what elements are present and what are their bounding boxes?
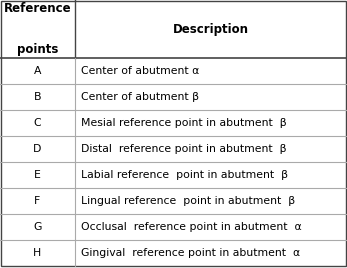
Text: Occlusal  reference point in abutment  α: Occlusal reference point in abutment α bbox=[81, 222, 301, 232]
Text: C: C bbox=[34, 118, 41, 128]
Text: A: A bbox=[34, 66, 41, 76]
Text: Center of abutment α: Center of abutment α bbox=[81, 66, 199, 76]
Text: Labial reference  point in abutment  β: Labial reference point in abutment β bbox=[81, 170, 288, 180]
Text: G: G bbox=[33, 222, 42, 232]
Text: D: D bbox=[33, 144, 42, 154]
Text: Gingival  reference point in abutment  α: Gingival reference point in abutment α bbox=[81, 248, 300, 258]
Text: B: B bbox=[34, 92, 41, 102]
Text: H: H bbox=[33, 248, 41, 258]
Text: Lingual reference  point in abutment  β: Lingual reference point in abutment β bbox=[81, 196, 295, 206]
Text: Mesial reference point in abutment  β: Mesial reference point in abutment β bbox=[81, 118, 286, 128]
Text: Reference

points: Reference points bbox=[3, 2, 71, 57]
Text: Description: Description bbox=[173, 23, 249, 35]
Text: Center of abutment β: Center of abutment β bbox=[81, 92, 198, 102]
Text: F: F bbox=[34, 196, 41, 206]
Text: E: E bbox=[34, 170, 41, 180]
Text: Distal  reference point in abutment  β: Distal reference point in abutment β bbox=[81, 144, 286, 154]
